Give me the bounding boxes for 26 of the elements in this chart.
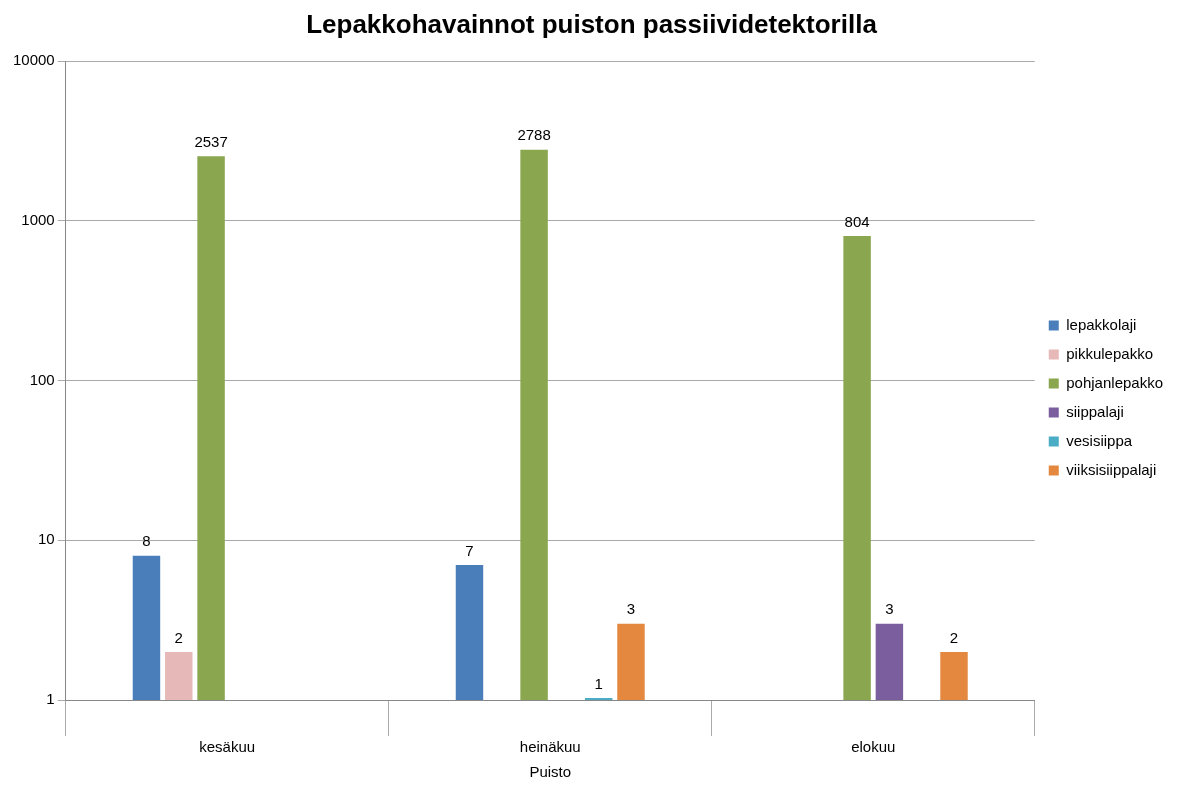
y-tick-label: 100: [29, 370, 55, 388]
y-tick-label: 1: [46, 690, 55, 708]
y-tick-label: 10000: [12, 51, 55, 69]
data-label: 1: [594, 674, 603, 692]
data-label: 2: [949, 628, 959, 646]
data-label: 2788: [517, 126, 551, 144]
x-tick-label: heinäkuu: [519, 738, 581, 756]
data-label: 8: [142, 532, 151, 550]
legend-label: lepakkolaji: [1066, 315, 1137, 333]
x-tick-label: kesäkuu: [199, 738, 256, 756]
data-label: 3: [885, 600, 894, 618]
chart-title: Lepakkohavainnot puiston passiividetektorilla: [306, 8, 878, 39]
legend-label: viiksisiippalaji: [1066, 460, 1157, 478]
legend-label: siippalaji: [1066, 402, 1124, 420]
data-label: 7: [465, 541, 474, 559]
legend-label: vesisiippa: [1066, 431, 1133, 449]
y-tick-label: 10: [38, 530, 55, 548]
data-label: 2537: [194, 132, 228, 150]
x-tick-label: elokuu: [851, 738, 896, 756]
data-label: 804: [844, 212, 870, 230]
legend-label: pikkulepakko: [1066, 344, 1153, 362]
data-label: 3: [626, 600, 636, 618]
x-axis-title: Puisto: [529, 763, 572, 781]
data-label: 2: [174, 628, 183, 646]
y-tick-label: 1000: [21, 211, 55, 229]
legend-label: pohjanlepakko: [1066, 373, 1163, 391]
